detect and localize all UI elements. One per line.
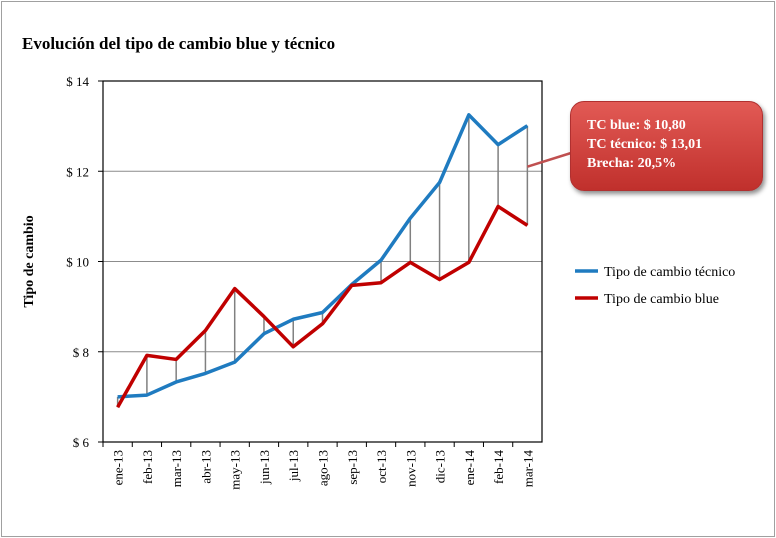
y-axis-label: Tipo de cambio [22, 215, 37, 307]
x-tick-label: ene-14 [462, 450, 477, 486]
x-tick-label: may-13 [228, 450, 243, 490]
x-tick-label: feb-13 [140, 450, 155, 484]
y-tick-label: $ 6 [73, 435, 90, 450]
x-tick-label: ene-13 [111, 450, 126, 485]
x-tick-label: ago-13 [316, 450, 331, 486]
x-tick-label: sep-13 [345, 450, 360, 485]
plot-area [102, 80, 543, 443]
x-tick-label: nov-13 [403, 450, 418, 487]
x-tick-label: dic-13 [433, 450, 448, 483]
callout-connector [526, 151, 572, 168]
y-tick-label: $ 10 [66, 255, 89, 270]
legend-label: Tipo de cambio técnico [604, 265, 735, 280]
y-tick-label: $ 8 [73, 345, 89, 360]
series-line [116, 204, 529, 409]
x-tick-label: jun-13 [257, 450, 272, 485]
chart-title: Evolución del tipo de cambio blue y técn… [22, 34, 336, 53]
annotation-line: TC técnico: $ 13,01 [587, 137, 703, 152]
x-tick-label: mar-14 [520, 450, 535, 488]
annotation-line: TC blue: $ 10,80 [587, 118, 686, 133]
legend-label: Tipo de cambio blue [604, 292, 719, 307]
y-tick-label: $ 14 [66, 74, 89, 89]
x-tick-label: jul-13 [286, 450, 301, 482]
x-tick-label: mar-13 [169, 450, 184, 487]
y-tick-label: $ 12 [66, 164, 89, 179]
annotation-line: Brecha: 20,5% [587, 156, 677, 171]
annotation-callout: TC blue: $ 10,80 TC técnico: $ 13,01 Bre… [570, 101, 763, 191]
x-tick-label: abr-13 [198, 450, 213, 484]
x-tick-label: oct-13 [374, 450, 389, 483]
x-tick-label: feb-14 [491, 450, 506, 484]
series-line [117, 113, 529, 399]
